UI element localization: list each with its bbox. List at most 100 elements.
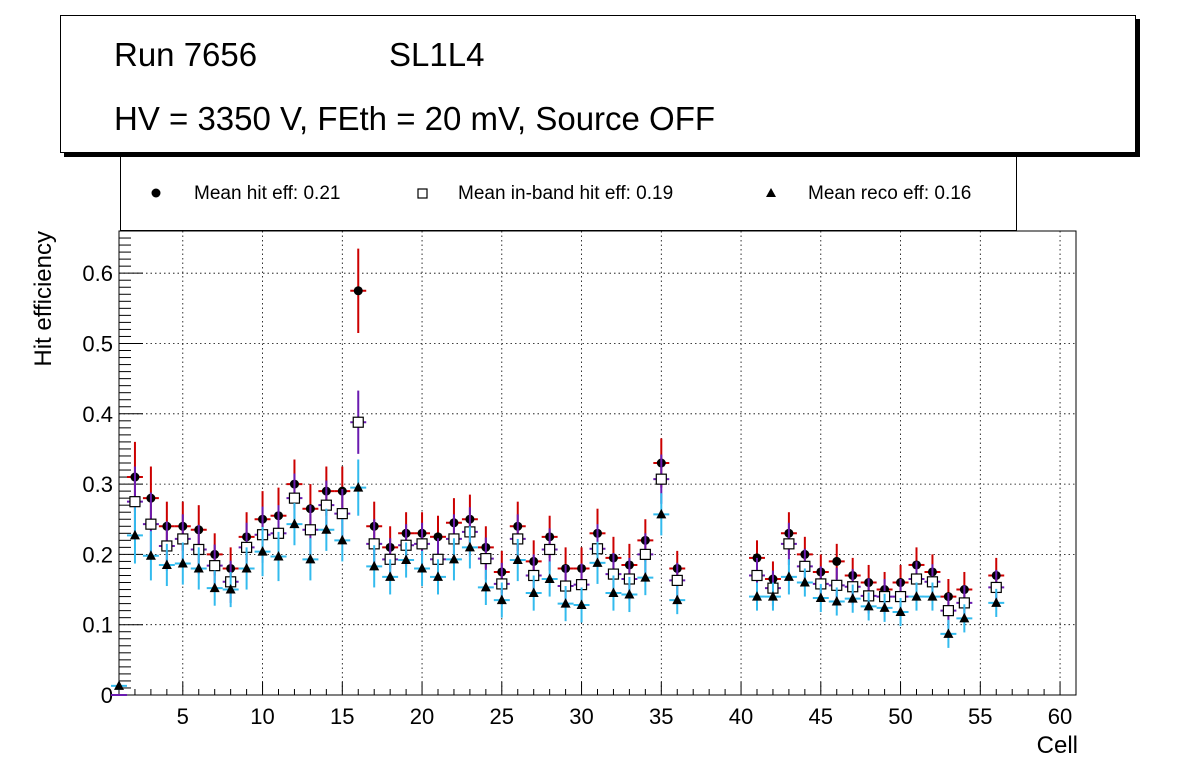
legend: Mean hit eff: 0.21 Mean in-band hit eff:… <box>120 156 1017 231</box>
reco-eff-point <box>815 592 826 602</box>
hit-eff-point <box>353 286 363 296</box>
reco-eff-point <box>863 600 874 611</box>
x-tick-label: 60 <box>1048 704 1072 729</box>
series-1 <box>111 390 1005 696</box>
y-tick-label: 0.4 <box>82 402 113 427</box>
reco-eff-point <box>161 559 172 569</box>
y-axis-title: Hit efficiency <box>30 231 57 367</box>
data-points <box>111 248 1005 696</box>
reco-eff-point <box>114 680 124 690</box>
y-tick-label: 0.1 <box>82 613 113 638</box>
inband-eff-point <box>942 605 955 617</box>
x-tick-label: 30 <box>569 704 593 729</box>
reco-eff-point <box>624 588 635 599</box>
reco-eff-point <box>129 529 140 540</box>
reco-eff-point <box>847 593 858 603</box>
legend-label-reco: Mean reco eff: 0.16 <box>808 183 972 204</box>
x-tick-label: 55 <box>968 704 992 729</box>
reco-eff-point <box>656 508 667 519</box>
inband-eff-point <box>336 508 348 520</box>
reco-eff-point <box>289 518 300 529</box>
plot-frame <box>118 230 1077 696</box>
y-tick-label: 0.6 <box>82 261 113 286</box>
reco-eff-point <box>544 573 555 583</box>
reco-eff-point <box>464 541 475 552</box>
reco-eff-point <box>241 562 252 573</box>
hit-eff-point <box>832 556 842 566</box>
legend-label-inband: Mean in-band hit eff: 0.19 <box>458 183 674 204</box>
x-tick-label: 5 <box>177 704 189 729</box>
reco-eff-point <box>895 606 906 617</box>
reco-eff-point <box>943 628 954 638</box>
conditions-label: HV = 3350 V, FEth = 20 mV, Source OFF <box>114 100 716 137</box>
reco-eff-point <box>417 562 428 573</box>
inband-eff-point <box>416 538 428 550</box>
reco-eff-point <box>448 553 459 564</box>
inband-eff-point <box>177 533 189 545</box>
reco-eff-point <box>831 595 842 606</box>
reco-eff-point <box>257 546 268 556</box>
reco-eff-point <box>528 587 539 598</box>
legend-marker-inband <box>417 188 428 199</box>
reco-eff-point <box>273 551 284 561</box>
series-2 <box>111 459 1005 691</box>
y-tick-label: 0.5 <box>82 331 113 356</box>
legend-marker-hit <box>151 188 161 198</box>
tick-labels: 5 10 15 20 25 30 35 40 45 50 55 60 0 0.1 0.2 0.3 0.4 0.5 0… <box>82 261 1072 729</box>
reco-eff-point <box>480 581 491 592</box>
inband-eff-point <box>910 573 923 585</box>
reco-eff-point <box>145 550 156 560</box>
inband-eff-point <box>145 518 157 530</box>
reco-eff-point <box>496 594 507 605</box>
series-0 <box>126 248 1005 615</box>
reco-eff-point <box>401 554 412 565</box>
inband-eff-point <box>544 543 556 556</box>
x-tick-label: 10 <box>250 704 274 729</box>
reco-eff-point <box>672 594 683 605</box>
axis-ticks <box>118 237 1077 696</box>
reco-eff-point <box>911 591 922 601</box>
x-tick-label: 50 <box>888 704 912 729</box>
reco-eff-point <box>767 591 778 601</box>
reco-eff-point <box>783 571 794 581</box>
reco-eff-point <box>193 562 204 573</box>
reco-eff-point <box>337 534 348 545</box>
reco-eff-point <box>592 557 603 567</box>
x-tick-label: 20 <box>410 704 434 729</box>
reco-eff-point <box>752 591 762 601</box>
y-tick-label: 0.3 <box>82 472 113 497</box>
legend-marker-reco <box>766 188 776 197</box>
reco-eff-point <box>209 582 220 593</box>
reco-eff-point <box>177 558 188 568</box>
x-tick-label: 35 <box>649 704 673 729</box>
reco-eff-point <box>305 553 316 564</box>
reco-eff-point <box>799 577 810 587</box>
x-tick-label: 40 <box>729 704 753 729</box>
reco-eff-point <box>608 587 619 598</box>
reco-eff-point <box>640 572 651 582</box>
inband-eff-point <box>783 538 795 550</box>
x-tick-label: 45 <box>809 704 833 729</box>
reco-eff-point <box>927 591 938 601</box>
reco-eff-point <box>991 597 1002 607</box>
reco-eff-point <box>321 524 332 534</box>
run-number: Run 7656 <box>114 36 258 73</box>
inband-eff-point <box>352 416 364 428</box>
reco-eff-point <box>433 571 443 581</box>
inband-eff-point <box>320 499 332 511</box>
reco-eff-point <box>576 599 587 610</box>
inband-eff-point <box>655 473 667 485</box>
grid <box>119 231 1076 695</box>
inband-eff-point <box>129 496 141 508</box>
inband-eff-point <box>751 569 763 582</box>
reco-eff-point <box>959 612 970 623</box>
inband-eff-point <box>288 492 301 504</box>
layer-label: SL1L4 <box>389 36 485 73</box>
reco-eff-point <box>225 584 236 594</box>
reco-eff-point <box>385 571 396 581</box>
reco-eff-point <box>369 560 380 571</box>
reco-eff-point <box>879 602 890 612</box>
run-info-box: Run 7656 SL1L4 HV = 3350 V, FEth = 20 mV… <box>60 15 1136 153</box>
inband-eff-point <box>209 560 221 572</box>
